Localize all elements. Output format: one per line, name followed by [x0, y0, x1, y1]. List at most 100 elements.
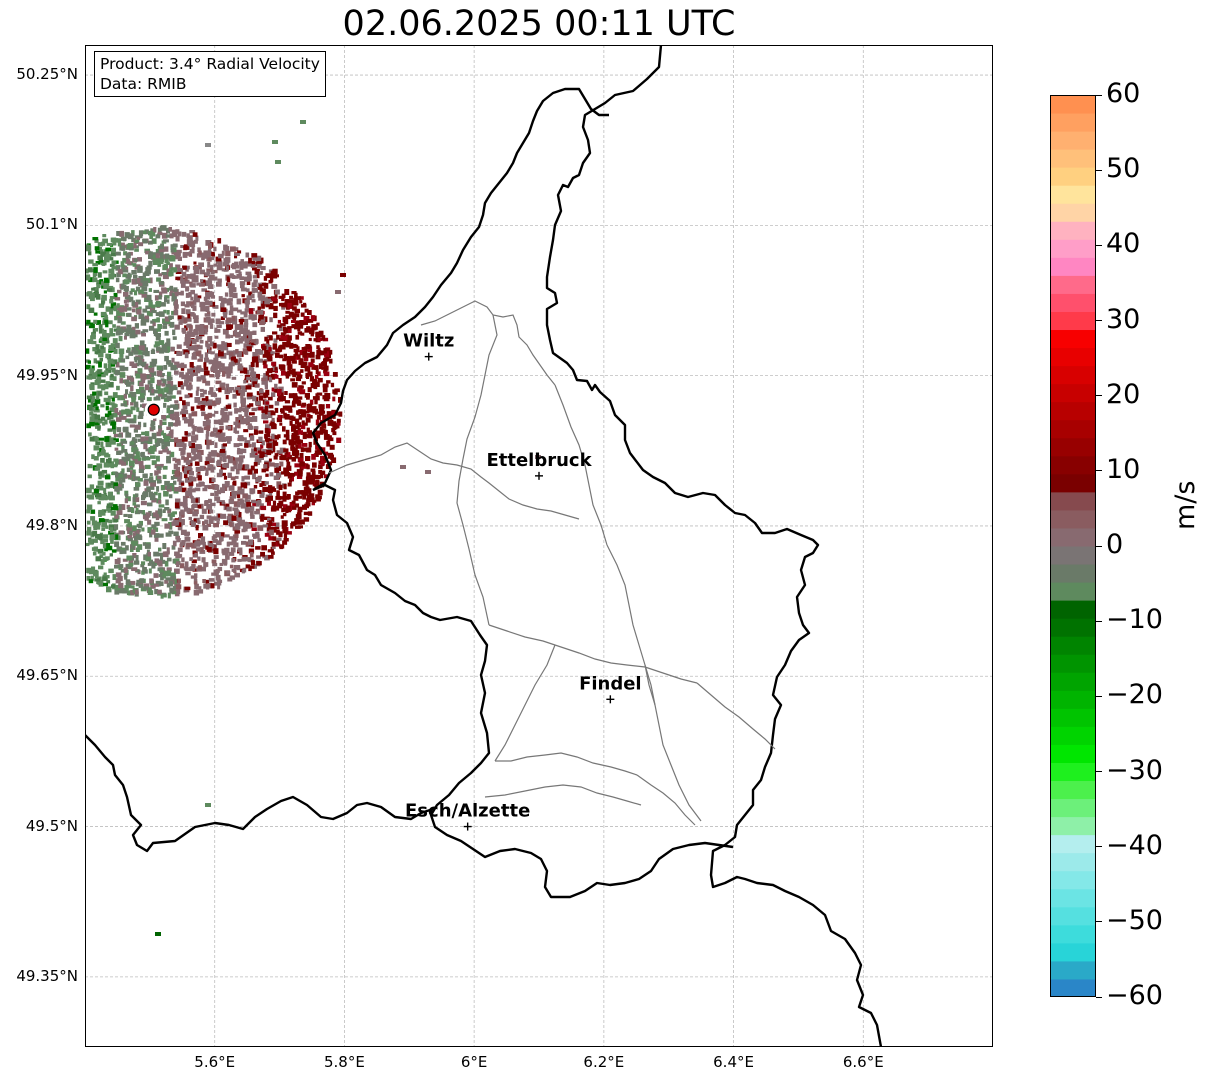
colorbar-segment — [1050, 365, 1096, 385]
colorbar-segment — [1050, 329, 1096, 349]
lon-tick-label: 6.4°E — [713, 1053, 754, 1071]
city-marker: Wiltz — [403, 331, 454, 361]
colorbar-segment — [1050, 924, 1096, 944]
border-southwest — [312, 483, 734, 899]
canton-boundary — [554, 384, 608, 546]
isolated-echo — [340, 273, 346, 277]
colorbar-segment — [1050, 149, 1096, 168]
colorbar-segment — [1050, 780, 1096, 800]
border-belgium-france — [85, 734, 434, 853]
colorbar-tick-mark — [1096, 244, 1102, 246]
colorbar-segment — [1050, 239, 1096, 258]
city-marker: Esch/Alzette — [405, 801, 530, 831]
colorbar-segment — [1050, 744, 1096, 763]
canton-boundary — [696, 682, 776, 750]
colorbar-frame — [1050, 95, 1096, 997]
colorbar-segment — [1050, 455, 1096, 475]
lat-tick-label: 49.5°N — [25, 816, 78, 835]
colorbar-tick-mark — [1096, 169, 1102, 171]
colorbar-tick-label: 50 — [1106, 153, 1141, 185]
border-luxembourg-west — [311, 87, 609, 492]
colorbar-segment — [1050, 437, 1096, 457]
canton-boundary — [328, 442, 580, 520]
product-label: Product: 3.4° Radial Velocity — [100, 55, 320, 73]
colorbar-units-label: m/s — [1170, 480, 1201, 530]
colorbar-segment — [1050, 942, 1096, 962]
colorbar-tick-mark — [1096, 320, 1102, 321]
lat-tick-label: 50.1°N — [25, 215, 78, 234]
colorbar-segment — [1050, 203, 1096, 222]
lat-tick-label: 49.65°N — [16, 666, 78, 685]
colorbar-segment — [1050, 419, 1096, 439]
colorbar-segment — [1050, 347, 1096, 367]
colorbar-segment — [1050, 762, 1096, 782]
colorbar-tick-label: 20 — [1106, 378, 1141, 410]
colorbar-segment — [1050, 978, 1096, 997]
canton-boundary — [644, 664, 702, 822]
colorbar-segment — [1050, 870, 1096, 890]
colorbar-tick-label: 10 — [1106, 453, 1141, 485]
colorbar-tick-mark — [1096, 921, 1102, 923]
map-title: 02.06.2025 00:11 UTC — [342, 4, 736, 44]
colorbar-tick-label: 60 — [1106, 78, 1141, 109]
radar-echoes — [85, 120, 541, 936]
colorbar-segment — [1050, 726, 1096, 745]
colorbar-segment — [1050, 95, 1096, 114]
city-label: Ettelbruck — [486, 450, 592, 471]
lon-tick-label: 5.6°E — [194, 1053, 236, 1071]
colorbar-tick-mark — [1096, 94, 1102, 96]
colorbar-segment — [1050, 600, 1096, 619]
colorbar-segment — [1050, 654, 1096, 673]
isolated-echo — [155, 932, 161, 936]
colorbar-segment — [1050, 672, 1096, 691]
colorbar-tick-mark — [1096, 695, 1102, 697]
colorbar-segment — [1050, 275, 1096, 294]
lat-tick-label: 49.8°N — [25, 515, 78, 534]
colorbar-segment — [1050, 383, 1096, 403]
canton-boundary — [420, 300, 556, 386]
isolated-echo — [535, 455, 541, 459]
colorbar-segment — [1050, 257, 1096, 276]
colorbar-tick-label: −10 — [1106, 604, 1163, 636]
colorbar-segment — [1050, 185, 1096, 204]
isolated-echo — [300, 120, 306, 124]
colorbar-segment — [1050, 906, 1096, 926]
colorbar-segment — [1050, 221, 1096, 240]
colorbar-tick-label: −20 — [1106, 679, 1163, 711]
isolated-echo — [335, 290, 341, 294]
city-marker: Ettelbruck — [486, 450, 593, 480]
canton-boundary — [636, 774, 696, 826]
colorbar-segment — [1050, 888, 1096, 908]
colorbar-segment — [1050, 798, 1096, 818]
lat-tick-label: 49.35°N — [16, 966, 78, 985]
colorbar-segment — [1050, 834, 1096, 854]
city-label: Findel — [579, 673, 642, 694]
canton-boundary — [462, 314, 498, 460]
border-east — [545, 45, 883, 1047]
isolated-echo — [272, 140, 278, 144]
colorbar-segment — [1050, 167, 1096, 186]
radar-map: Wiltz Ettelbruck Findel Esch/Alzette — [85, 45, 993, 1047]
colorbar-tick-label: 30 — [1106, 303, 1141, 335]
isolated-echo — [400, 465, 406, 469]
colorbar-tick-mark — [1096, 470, 1102, 472]
city-label: Wiltz — [403, 331, 454, 352]
colorbar-tick-mark — [1096, 996, 1102, 998]
city-label: Esch/Alzette — [405, 801, 530, 822]
isolated-echo — [275, 160, 281, 164]
colorbar-segment — [1050, 708, 1096, 727]
isolated-echo — [205, 143, 211, 147]
colorbar-segment — [1050, 546, 1096, 565]
colorbar-tick-mark — [1096, 846, 1102, 848]
radar-site-marker — [147, 403, 160, 416]
product-info-box: Product: 3.4° Radial Velocity Data: RMIB — [94, 51, 326, 97]
colorbar-segment — [1050, 618, 1096, 637]
colorbar-tick-label: 0 — [1106, 529, 1124, 560]
isolated-echo — [205, 803, 211, 807]
canton-boundary — [606, 544, 656, 706]
colorbar-segment — [1050, 293, 1096, 312]
colorbar-segment — [1050, 131, 1096, 150]
lon-tick-label: 5.8°E — [324, 1053, 365, 1071]
isolated-echo — [425, 470, 431, 474]
colorbar-tick-label: 40 — [1106, 228, 1141, 260]
